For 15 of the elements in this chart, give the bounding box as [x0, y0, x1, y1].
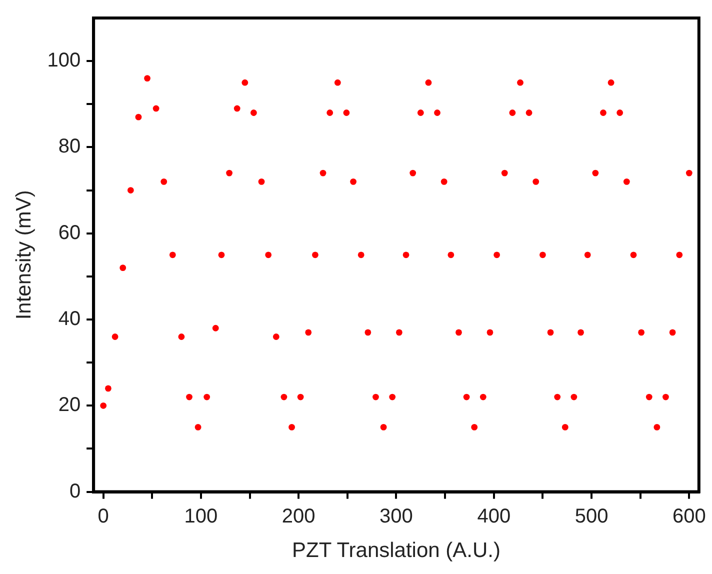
x-tick-label: 500 [574, 505, 608, 528]
y-tick-label: 80 [58, 136, 81, 158]
y-tick-label: 60 [58, 222, 81, 244]
y-tick-label: 100 [47, 50, 81, 72]
y-tick-label: 0 [69, 480, 81, 502]
x-tick-label: 600 [672, 505, 706, 528]
y-axis-title: Intensity (mV) [12, 190, 36, 320]
x-tick-label: 300 [380, 505, 413, 528]
y-tick-label: 20 [58, 394, 81, 416]
x-tick-label: 0 [98, 505, 109, 528]
y-tick-label: 40 [58, 308, 81, 330]
x-tick-label: 400 [477, 505, 511, 528]
x-tick-label: 200 [282, 505, 316, 528]
x-tick-label: 100 [184, 505, 218, 528]
x-axis-title: PZT Translation (A.U.) [292, 539, 500, 562]
